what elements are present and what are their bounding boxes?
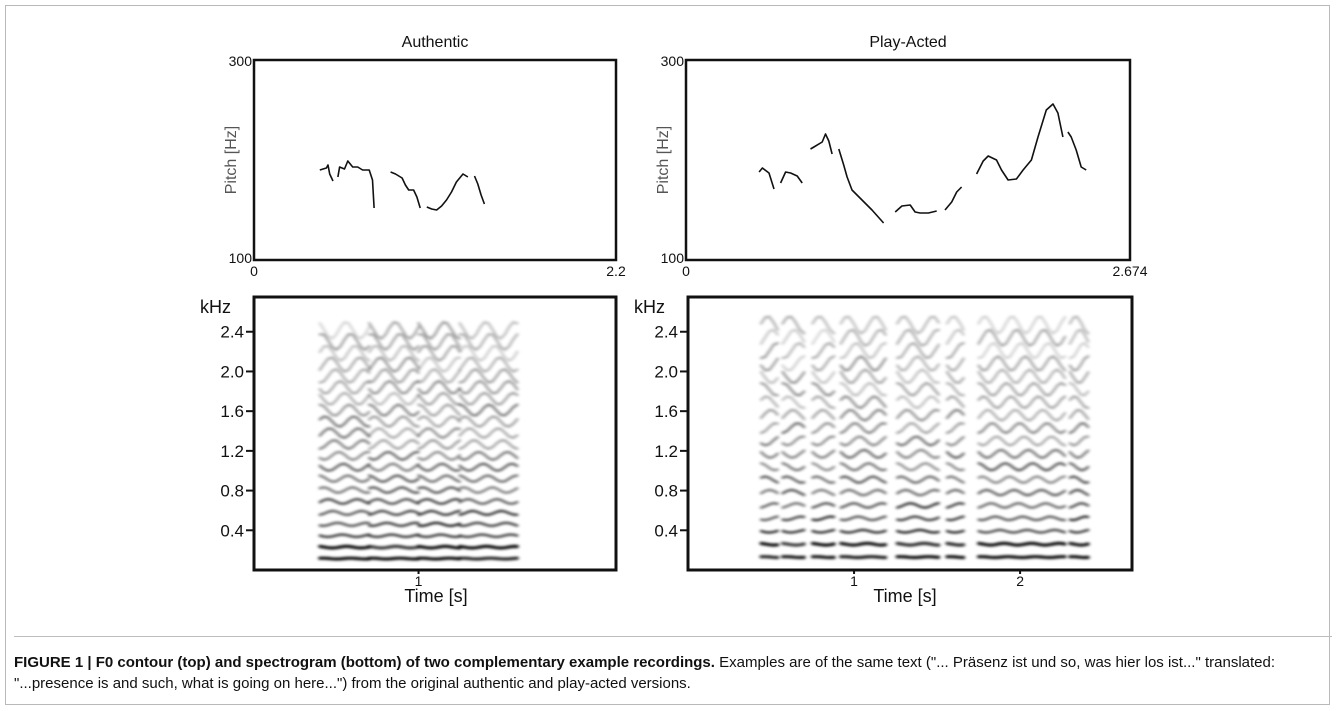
spectrogram-xtick-label-1-1: 2: [1016, 573, 1024, 589]
pitch-ytick-bottom-0: 100: [229, 250, 253, 266]
pitch-contour-0-3: [426, 173, 469, 211]
pitch-ylabel-0: Pitch [Hz]: [223, 126, 240, 194]
spectrogram-ylabel-1: kHz: [634, 297, 665, 317]
pitch-title-0: Authentic: [402, 34, 469, 51]
spectrogram-ytick-label-1-5: 2.4: [654, 323, 678, 342]
spectrogram-xtick-label-1-0: 1: [850, 573, 858, 589]
spectrogram-ytick-label-0-5: 2.4: [220, 323, 244, 342]
pitch-contour-1-0: [758, 167, 775, 190]
pitch-contour-1-1: [779, 171, 803, 184]
caption-lead: FIGURE 1 | F0 contour (top) and spectrog…: [14, 654, 715, 671]
spectrogram-image-1: [759, 315, 1090, 560]
spectrogram-ylabel-0: kHz: [200, 297, 231, 317]
spectrogram-ytick-label-1-1: 0.8: [654, 482, 678, 501]
caption-divider: [14, 636, 1332, 637]
pitch-xtick-end-0: 2.2: [606, 263, 626, 279]
pitch-contour-1-4: [894, 204, 937, 214]
pitch-contour-0-4: [473, 175, 486, 205]
spectrogram-ytick-label-0-3: 1.6: [220, 402, 244, 421]
pitch-frame-1: [684, 58, 1132, 262]
pitch-frame-0: [252, 58, 618, 262]
spectrogram-ytick-label-1-0: 0.4: [654, 521, 678, 540]
pitch-contour-1-2: [810, 133, 833, 155]
pitch-ytick-top-0: 300: [229, 53, 253, 69]
pitch-ylabel-1: Pitch [Hz]: [655, 126, 672, 194]
spectrogram-ytick-label-0-1: 0.8: [220, 482, 244, 501]
pitch-title-1: Play-Acted: [869, 34, 946, 51]
spectrogram-frame-0: [252, 295, 618, 572]
pitch-contour-0-1: [337, 160, 375, 209]
spectrogram-ytick-label-1-2: 1.2: [654, 442, 678, 461]
spectrogram-xlabel-1: Time [s]: [873, 586, 936, 606]
spectrogram-ytick-label-0-0: 0.4: [220, 521, 244, 540]
spectrogram-ytick-label-1-4: 2.0: [654, 362, 678, 381]
pitch-xtick-start-1: 0: [682, 263, 690, 279]
spectrogram-xlabel-0: Time [s]: [404, 586, 467, 606]
spectrogram-xtick-label-0-0: 1: [415, 573, 423, 589]
pitch-contour-1-5: [944, 186, 963, 211]
pitch-ytick-bottom-1: 100: [661, 250, 685, 266]
pitch-contour-0-0: [319, 164, 334, 182]
pitch-ytick-top-1: 300: [661, 53, 685, 69]
pitch-contour-1-6: [975, 103, 1064, 181]
figure-frame: [5, 5, 1330, 705]
pitch-xtick-end-1: 2.674: [1112, 263, 1147, 279]
figure-caption: FIGURE 1 | F0 contour (top) and spectrog…: [14, 652, 1324, 694]
pitch-contour-1-3: [838, 148, 885, 224]
spectrogram-image-0: [318, 320, 519, 561]
pitch-contour-0-2: [390, 171, 421, 209]
caption-body: Examples are of the same text ("... Präs…: [14, 654, 1276, 692]
spectrogram-ytick-label-0-2: 1.2: [220, 442, 244, 461]
pitch-contour-1-7: [1067, 131, 1087, 171]
spectrogram-frame-1: [686, 295, 1134, 572]
spectrogram-ytick-label-1-3: 1.6: [654, 402, 678, 421]
spectrogram-ytick-label-0-4: 2.0: [220, 362, 244, 381]
pitch-xtick-start-0: 0: [250, 263, 258, 279]
